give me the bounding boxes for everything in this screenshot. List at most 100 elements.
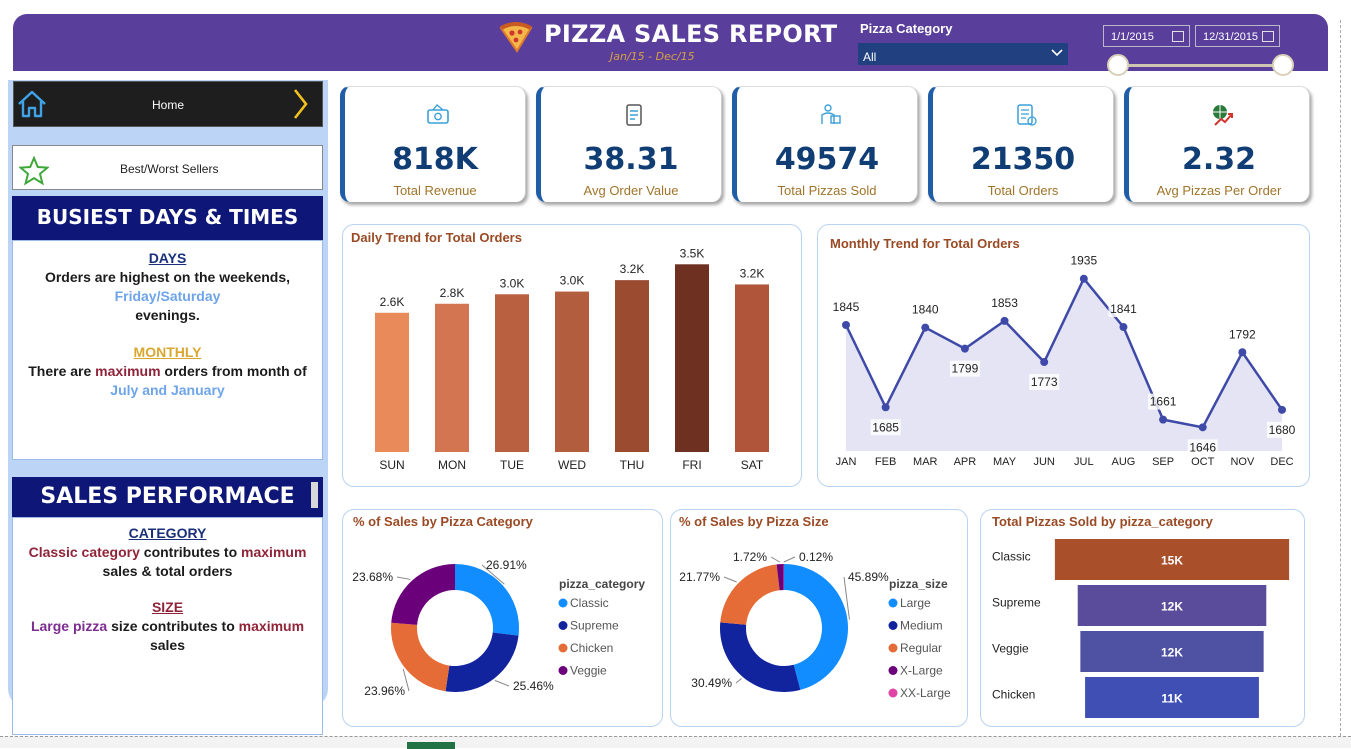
date-start-input[interactable]: 1/1/2015 (1103, 25, 1190, 47)
legend-marker (889, 666, 898, 675)
kpi-label: Total Orders (933, 183, 1113, 198)
category-heading: CATEGORY (12, 524, 323, 543)
bar-sat (735, 284, 769, 452)
slice-data-label: 26.91% (486, 558, 527, 572)
x-tick-label: SUN (379, 458, 404, 472)
label-leader (724, 577, 737, 582)
date-end-value: 12/31/2015 (1203, 31, 1258, 43)
x-tick-label: OCT (1191, 456, 1215, 468)
legend-item-large: Large (900, 596, 931, 610)
kpi-label: Avg Order Value (541, 183, 721, 198)
legend-marker (559, 644, 568, 653)
report-title: PIZZA SALES REPORT (544, 20, 837, 48)
point-data-label: 1792 (1229, 327, 1256, 341)
bar-tue (495, 294, 529, 452)
funnel-data-label: 15K (1161, 554, 1183, 568)
busiest-section-header: BUSIEST DAYS & TIMES (12, 196, 323, 240)
x-tick-label: FRI (682, 458, 701, 472)
point-data-label: 1841 (1110, 302, 1137, 316)
x-tick-label: SEP (1152, 456, 1174, 468)
label-leader (397, 577, 410, 579)
bar-data-label: 3.2K (740, 266, 765, 280)
x-tick-label: JAN (836, 456, 857, 468)
legend-item-supreme: Supreme (570, 619, 619, 633)
label-leader (736, 678, 741, 683)
sales-by-category-chart: 26.91%25.46%23.96%23.68%pizza_categoryCl… (343, 510, 664, 728)
kpi-card-total-pizzas-sold: 49574 Total Pizzas Sold (732, 86, 918, 202)
days-line-3: evenings. (12, 306, 323, 325)
category-label: Veggie (992, 642, 1029, 656)
point-aug (1119, 323, 1127, 331)
monthly-line-1: There are maximum orders from month of (12, 362, 323, 381)
bar-mon (435, 304, 469, 452)
category-filter-value: All (863, 50, 876, 64)
x-tick-label: WED (558, 458, 586, 472)
point-jan (842, 321, 850, 329)
kpi-value: 38.31 (541, 142, 721, 177)
slice-data-label: 30.49% (691, 676, 732, 690)
chevron-right-icon[interactable] (291, 87, 311, 121)
pizza-slice-icon (497, 18, 535, 54)
point-nov (1238, 348, 1246, 356)
category-insight: CATEGORY Classic category contributes to… (12, 524, 323, 581)
point-data-label: 1685 (872, 420, 899, 434)
star-icon[interactable] (19, 156, 49, 186)
x-tick-label: TUE (500, 458, 524, 472)
date-slider-start-handle[interactable] (1107, 54, 1129, 76)
category-line-1: Classic category contributes to maximum (12, 543, 323, 562)
legend-item-medium: Medium (900, 619, 943, 633)
kpi-label: Total Revenue (345, 183, 525, 198)
point-data-label: 1680 (1269, 423, 1296, 437)
label-leader (771, 557, 780, 562)
globe-growth-icon (1209, 102, 1235, 128)
date-range-slider[interactable] (1118, 64, 1283, 67)
days-insight: DAYS Orders are highest on the weekends,… (12, 249, 323, 325)
legend-marker (559, 666, 568, 675)
bar-data-label: 3.2K (620, 262, 645, 276)
point-apr (961, 345, 969, 353)
monthly-trend-chart: 1845JAN1685FEB1840MAR1799APR1853MAY1773J… (818, 225, 1311, 488)
kpi-card-avg-pizzas-per-order: 2.32 Avg Pizzas Per Order (1124, 86, 1310, 202)
size-insight: SIZE Large pizza size contributes to max… (12, 598, 323, 655)
x-tick-label: MAY (993, 456, 1017, 468)
bar-sun (375, 313, 409, 452)
funnel-data-label: 11K (1161, 692, 1183, 706)
bar-data-label: 2.6K (380, 295, 405, 309)
point-may (1001, 317, 1009, 325)
bar-wed (555, 292, 589, 452)
legend-title: pizza_size (889, 577, 948, 591)
date-slider-end-handle[interactable] (1272, 54, 1294, 76)
legend-item-veggie: Veggie (570, 664, 607, 678)
legend-marker (889, 689, 898, 698)
x-tick-label: NOV (1230, 456, 1255, 468)
x-tick-label: THU (620, 458, 645, 472)
point-mar (921, 324, 929, 332)
slice-medium (720, 622, 800, 692)
size-line-1: Large pizza size contributes to maximum (12, 617, 323, 636)
receipt-icon (621, 102, 647, 128)
days-line-1: Orders are highest on the weekends, (12, 268, 323, 287)
best-worst-nav-label: Best/Worst Sellers (120, 162, 218, 176)
slice-chicken (391, 623, 449, 692)
slice-data-label: 1.72% (733, 550, 767, 564)
legend-item-xx-large: XX-Large (900, 686, 951, 700)
daily-trend-chart: 2.6KSUN2.8KMON3.0KTUE3.0KWED3.2KTHU3.5KF… (343, 225, 803, 488)
calendar-icon[interactable] (1172, 31, 1184, 42)
home-icon[interactable] (15, 87, 49, 121)
kpi-value: 2.32 (1129, 142, 1309, 177)
date-end-input[interactable]: 12/31/2015 (1195, 25, 1280, 47)
money-icon (425, 102, 451, 128)
kpi-label: Total Pizzas Sold (737, 183, 917, 198)
order-list-icon (1013, 102, 1039, 128)
point-data-label: 1935 (1070, 254, 1097, 268)
chevron-down-icon[interactable] (1050, 46, 1064, 60)
point-feb (882, 403, 890, 411)
scroll-indicator[interactable] (311, 482, 318, 508)
calendar-icon[interactable] (1262, 31, 1274, 42)
kpi-value: 49574 (737, 142, 917, 177)
point-sep (1159, 416, 1167, 424)
category-filter-select[interactable] (858, 43, 1068, 65)
